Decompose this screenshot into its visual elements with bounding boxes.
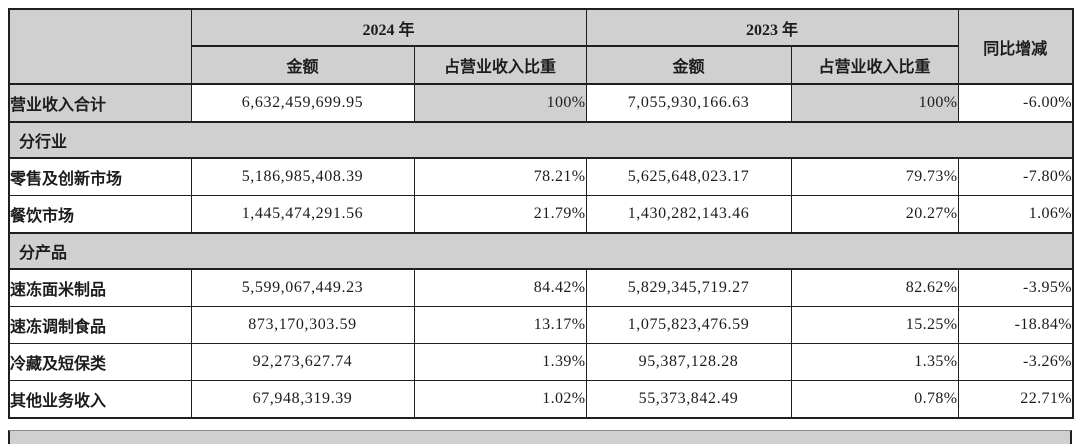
amount-2023-header: 金额	[585, 45, 792, 85]
yoy-change-cell: 1.06%	[957, 195, 1074, 234]
table-row: 冷藏及短保类 92,273,627.74 1.39% 95,387,128.28 1.3…	[8, 343, 1074, 381]
amount-2023-cell: 95,387,128.28	[585, 343, 792, 381]
section-row: 分行业	[8, 121, 1074, 159]
table-row: 零售及创新市场 5,186,985,408.39 78.21% 5,625,648,0…	[8, 157, 1074, 196]
year-2023-header: 2023 年	[585, 8, 959, 47]
pct-2024-cell: 1.39%	[413, 343, 587, 381]
amount-2024-cell: 5,599,067,449.23	[190, 268, 415, 307]
row-label: 餐饮市场	[8, 195, 192, 234]
section-label: 分产品	[8, 232, 1074, 270]
year-2024-header: 2024 年	[190, 8, 587, 47]
corner-cell	[8, 8, 192, 85]
row-label: 冷藏及短保类	[8, 343, 192, 381]
yoy-change-cell: -3.26%	[957, 343, 1074, 381]
pct-2023-cell: 100%	[790, 83, 959, 123]
amount-2024-cell: 67,948,319.39	[190, 380, 415, 419]
amount-2023-cell: 1,430,282,143.46	[585, 195, 792, 234]
pct-2024-cell: 1.02%	[413, 380, 587, 419]
amount-2024-header: 金额	[190, 45, 415, 85]
pct-2023-cell: 79.73%	[790, 157, 959, 196]
pct-2024-cell: 84.42%	[413, 268, 587, 307]
pct-2024-cell: 21.79%	[413, 195, 587, 234]
amount-2023-cell: 55,373,842.49	[585, 380, 792, 419]
table-row: 餐饮市场 1,445,474,291.56 21.79% 1,430,282,143.…	[8, 195, 1074, 234]
row-label: 营业收入合计	[8, 83, 192, 123]
yoy-change-cell: -6.00%	[957, 83, 1074, 123]
amount-2024-cell: 5,186,985,408.39	[190, 157, 415, 196]
yoy-change-cell: -18.84%	[957, 306, 1074, 344]
pct-2024-cell: 100%	[413, 83, 587, 123]
pct-2024-cell: 13.17%	[413, 306, 587, 344]
pct-2023-cell: 1.35%	[790, 343, 959, 381]
amount-2024-cell: 1,445,474,291.56	[190, 195, 415, 234]
amount-2023-cell: 5,829,345,719.27	[585, 268, 792, 307]
truncated-section-row	[8, 430, 1072, 444]
yoy-change-cell: 22.71%	[957, 380, 1074, 419]
pct-2024-cell: 78.21%	[413, 157, 587, 196]
table-row: 营业收入合计 6,632,459,699.95 100% 7,055,930,166.…	[8, 83, 1074, 123]
yoy-change-header: 同比增减	[957, 8, 1074, 85]
revenue-breakdown-table: 2024 年 2023 年 同比增减 金额 占营业收入比重 金额 占营业收入比重…	[8, 8, 1075, 419]
row-label: 其他业务收入	[8, 380, 192, 419]
row-label: 速冻面米制品	[8, 268, 192, 307]
table-row: 其他业务收入 67,948,319.39 1.02% 55,373,842.49 0.7…	[8, 380, 1074, 419]
pct-2023-cell: 20.27%	[790, 195, 959, 234]
amount-2023-cell: 1,075,823,476.59	[585, 306, 792, 344]
pct-2023-cell: 15.25%	[790, 306, 959, 344]
yoy-change-cell: -7.80%	[957, 157, 1074, 196]
pct-of-revenue-2023-header: 占营业收入比重	[790, 45, 959, 85]
amount-2023-cell: 5,625,648,023.17	[585, 157, 792, 196]
table-row: 速冻面米制品 5,599,067,449.23 84.42% 5,829,345,71…	[8, 268, 1074, 307]
section-label: 分行业	[8, 121, 1074, 159]
amount-2024-cell: 873,170,303.59	[190, 306, 415, 344]
amount-2024-cell: 92,273,627.74	[190, 343, 415, 381]
pct-of-revenue-2024-header: 占营业收入比重	[413, 45, 587, 85]
amount-2023-cell: 7,055,930,166.63	[585, 83, 792, 123]
section-row: 分产品	[8, 232, 1074, 270]
yoy-change-cell: -3.95%	[957, 268, 1074, 307]
amount-2024-cell: 6,632,459,699.95	[190, 83, 415, 123]
row-label: 速冻调制食品	[8, 306, 192, 344]
table-row: 速冻调制食品 873,170,303.59 13.17% 1,075,823,476.…	[8, 306, 1074, 344]
pct-2023-cell: 82.62%	[790, 268, 959, 307]
row-label: 零售及创新市场	[8, 157, 192, 196]
pct-2023-cell: 0.78%	[790, 380, 959, 419]
